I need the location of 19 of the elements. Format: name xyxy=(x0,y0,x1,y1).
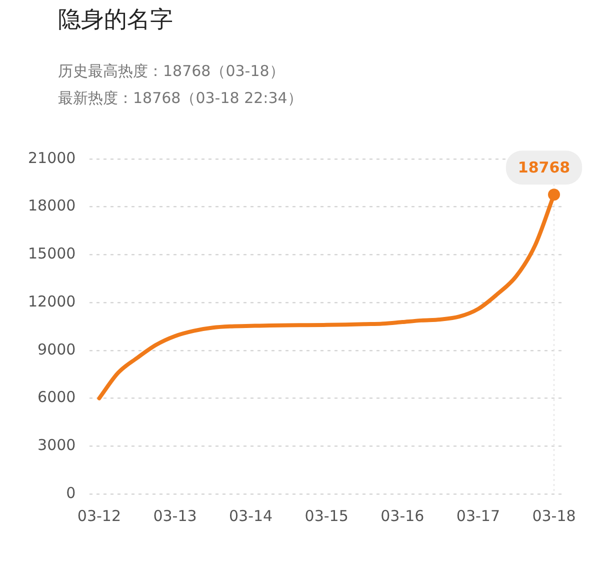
x-tick-label: 03-14 xyxy=(229,506,273,525)
x-tick-label: 03-12 xyxy=(77,506,121,525)
text: 最新热度：18768（03-18 22:34） xyxy=(58,88,302,109)
chart-subtitle: 历史最高热度：18768（03-18） xyxy=(58,61,286,82)
x-tick-label: 03-17 xyxy=(456,506,500,525)
y-tick-label: 0 xyxy=(66,484,76,502)
data-label: 18768 xyxy=(518,158,570,176)
y-tick-label: 9000 xyxy=(38,340,76,358)
x-tick-label: 03-18 xyxy=(532,506,576,525)
y-tick-label: 18000 xyxy=(28,196,76,215)
chart-title: 隐身的名字 xyxy=(58,6,173,35)
y-tick-label: 21000 xyxy=(28,148,76,167)
y-tick-label: 3000 xyxy=(38,436,76,454)
y-tick-label: 12000 xyxy=(28,292,76,310)
x-tick-label: 03-15 xyxy=(304,506,348,525)
y-tick-label: 6000 xyxy=(38,388,76,406)
y-tick-label: 15000 xyxy=(28,244,76,263)
x-tick-label: 03-16 xyxy=(380,506,424,525)
x-tick-label: 03-13 xyxy=(153,506,197,525)
